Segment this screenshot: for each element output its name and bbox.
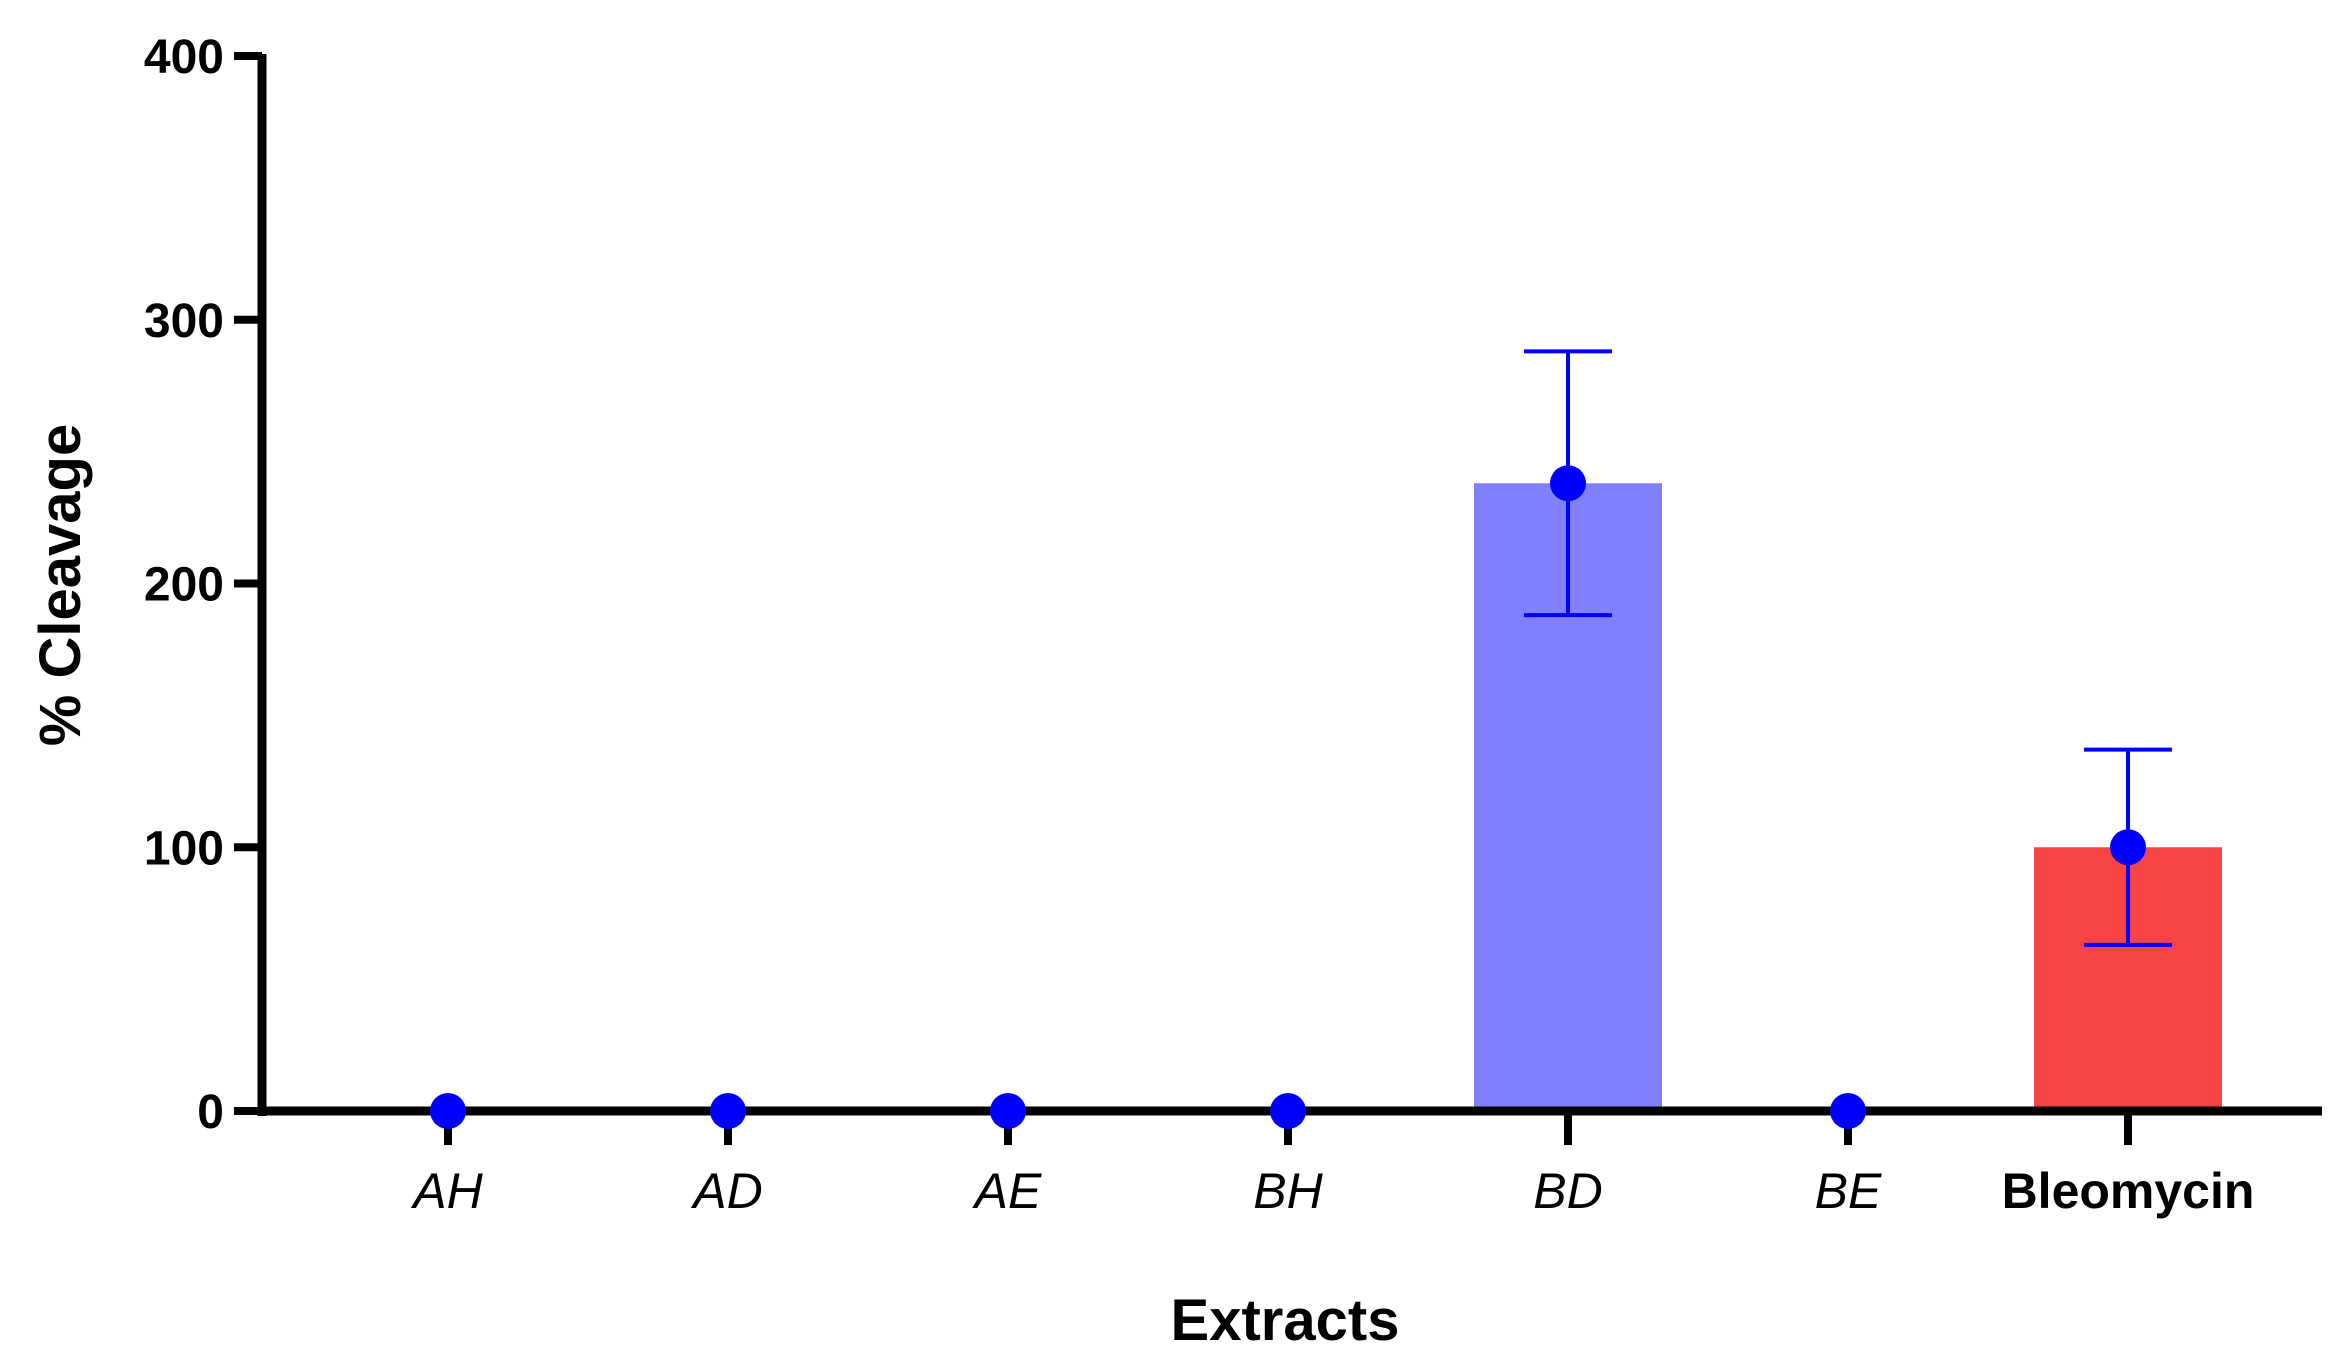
x-axis-title: Extracts <box>1171 1288 1400 1353</box>
x-tick-label-be: BE <box>1815 1163 1882 1219</box>
data-point-ad <box>710 1093 746 1129</box>
x-tick-label-bd: BD <box>1533 1163 1602 1219</box>
bars-layer <box>1474 483 2222 1111</box>
x-tick-label-ad: AD <box>690 1163 762 1219</box>
y-tick-label-100: 100 <box>144 822 224 875</box>
points-layer <box>430 465 2146 1129</box>
x-tick-label-bleomycin: Bleomycin <box>2002 1163 2255 1219</box>
axes-layer <box>234 52 2322 1145</box>
y-tick-label-0: 0 <box>197 1086 224 1139</box>
labels-layer: Extracts % Cleavage 0 100 200 300 400 AH AD AE B… <box>28 31 2254 1353</box>
y-tick-label-400: 400 <box>144 31 224 84</box>
data-point-bleomycin <box>2110 829 2146 866</box>
x-tick-label-ae: AE <box>972 1163 1042 1219</box>
data-point-ah <box>430 1093 466 1129</box>
x-tick-label-bh: BH <box>1253 1163 1323 1219</box>
data-point-be <box>1830 1093 1866 1129</box>
data-point-ae <box>990 1093 1026 1129</box>
y-axis-title: % Cleavage <box>28 424 93 746</box>
y-tick-label-300: 300 <box>144 295 224 348</box>
data-point-bh <box>1270 1093 1306 1129</box>
y-tick-label-200: 200 <box>144 559 224 612</box>
x-tick-label-ah: AH <box>410 1163 483 1219</box>
data-point-bd <box>1550 465 1586 502</box>
